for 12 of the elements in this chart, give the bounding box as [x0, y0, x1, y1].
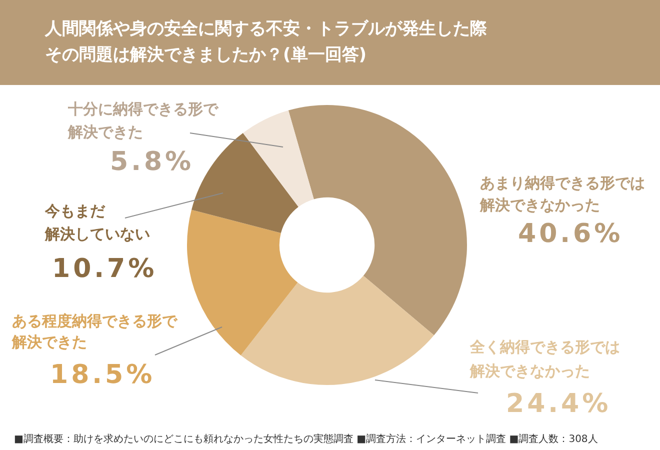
- data-label: 5.8%: [110, 146, 194, 177]
- data-label: 40.6%: [518, 218, 624, 249]
- chart-title: 人間関係や身の安全に関する不安・トラブルが発生した際その問題は解決できましたか？(単一回答): [45, 18, 488, 67]
- slice-label: あまり納得できる形では解決できなかった: [479, 174, 645, 214]
- data-label: 10.7%: [52, 254, 158, 284]
- data-label: 24.4%: [506, 388, 612, 419]
- slice-label: 全く納得できる形では解決できなかった: [469, 338, 620, 380]
- text: ■調査概要：助けを求めたいのにどこにも頼れなかった女性たちの実態調査 ■調査方法：インターネット調査 ■調査人数：308人: [14, 432, 598, 446]
- slice-label: ある程度納得できる形で解決できた: [11, 312, 178, 351]
- slice-label: 今もまだ解決していない: [44, 202, 150, 243]
- data-label: 18.5%: [50, 360, 156, 390]
- slice-label: 十分に納得できる形で解決できた: [67, 100, 219, 141]
